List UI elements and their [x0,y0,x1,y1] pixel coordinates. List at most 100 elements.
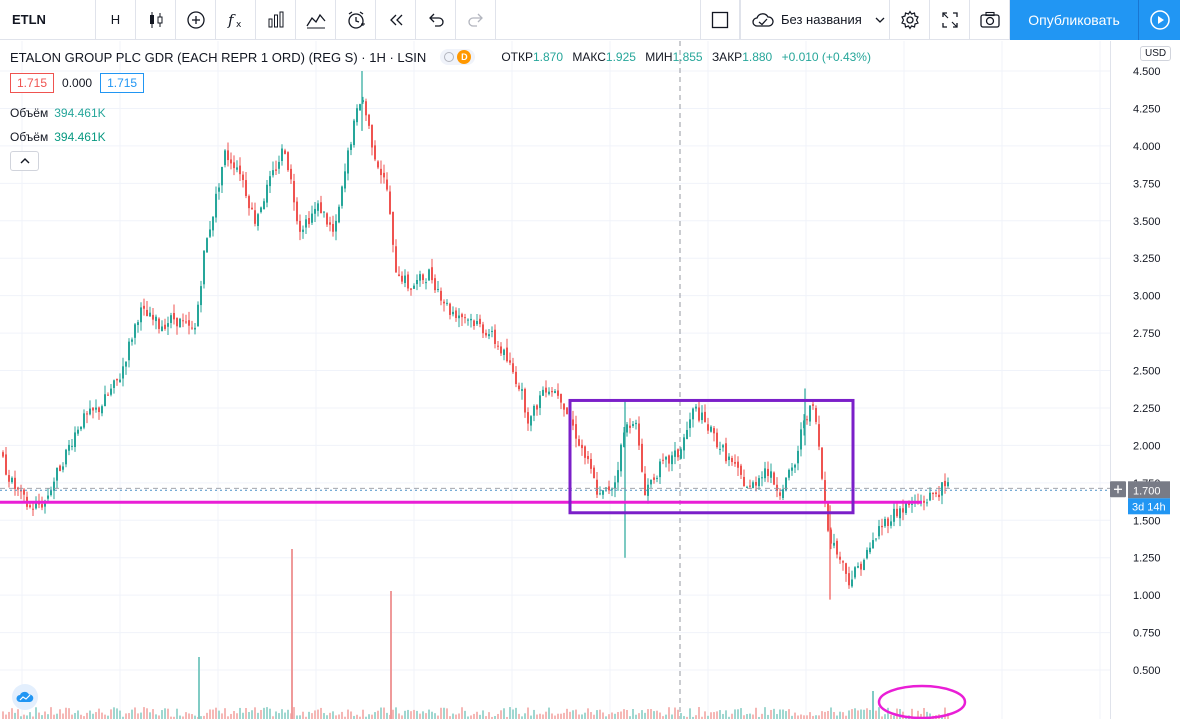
candle-body [404,275,406,284]
volume-bar [134,707,136,719]
drawings[interactable] [0,398,1110,719]
candle-body [731,457,733,463]
templates-button[interactable] [296,0,336,40]
volume-bar [563,712,565,719]
volume-bar [248,712,250,719]
candle-body [71,445,73,447]
alert-button[interactable] [336,0,376,40]
candle-body [623,432,625,447]
indicators-button[interactable]: f x [216,0,256,40]
volume-bar [572,710,574,719]
collapse-legend-button[interactable] [10,151,39,171]
publish-video-button[interactable] [1138,0,1180,40]
candle-body [503,349,505,356]
candle-body [608,486,610,491]
volume-bar [278,713,280,719]
candle-body [134,324,136,338]
camera-icon [979,11,1000,28]
snapshot-button[interactable] [970,0,1010,40]
candle-body [779,492,781,496]
bid-price-box[interactable]: 1.715 [10,73,55,93]
candle-body [815,408,817,422]
candle-body [887,518,889,526]
compare-button[interactable] [176,0,216,40]
volume-bar [614,713,616,719]
volume-bar [128,713,130,719]
candle-body [785,477,787,491]
volume-bar [737,709,739,719]
volume-bar [644,712,646,719]
volume-bar [722,713,724,719]
candle-body [182,320,184,322]
chart-pane[interactable]: 0.5000.7501.0001.2501.5001.7502.0002.250… [0,41,1180,719]
ask-price-box[interactable]: 1.715 [100,73,145,93]
fx-icon: f x [227,11,242,30]
candle-body [749,485,751,487]
fullscreen-button[interactable] [930,0,970,40]
volume-bar [119,710,121,719]
volume-bar [377,710,379,719]
candle-body [476,320,478,325]
candle-body [8,475,10,482]
volume-bar [296,715,298,719]
candle-body [14,477,16,489]
volume-bar [14,712,16,719]
interval-button[interactable]: H [96,0,136,40]
volume-bar [254,707,256,719]
settings-button[interactable] [890,0,930,40]
volume-bar [371,714,373,719]
volume-bar [503,708,505,719]
candle-body [578,439,580,446]
volume-bar [818,715,820,719]
volume-bar [740,708,742,719]
candle-body [557,390,559,396]
candle-body [320,202,322,214]
crosshair-plus-button[interactable] [1110,481,1126,498]
tradingview-logo[interactable] [12,684,38,710]
volume-bar [365,716,367,719]
candle-body [770,471,772,478]
candle-body [500,346,502,354]
replay-button[interactable] [376,0,416,40]
candle-body [416,280,418,285]
volume-bar [611,712,613,719]
candle-body [797,450,799,464]
volume-bar [782,709,784,719]
price-tick-label: 1.250 [1133,553,1161,565]
candle-body [788,469,790,478]
candle-body [878,526,880,537]
volume-bar [431,711,433,719]
candle-body [713,428,715,434]
volume-bar [515,707,517,719]
candle-body [398,274,400,277]
currency-badge[interactable]: USD [1140,46,1172,61]
financials-button[interactable] [256,0,296,40]
candle-body [563,403,565,410]
volume-bar [776,714,778,719]
candle-body [851,579,853,587]
top-toolbar: ETLN H f x [0,0,1180,40]
candle-body [674,450,676,457]
candle-body [521,389,523,391]
low-label: МИН [645,50,673,64]
volume-bar [356,714,358,719]
publish-button[interactable]: Опубликовать [1010,0,1138,40]
candle-body [323,211,325,213]
candle-body [356,108,358,123]
undo-button[interactable] [416,0,456,40]
symbol-search-button[interactable]: ETLN [0,0,96,40]
candle-body [227,150,229,161]
data-status-badge: D [440,49,476,65]
candle-body [152,314,154,320]
volume-bar [143,707,145,719]
chart-type-button[interactable] [136,0,176,40]
redo-button[interactable] [456,0,496,40]
layout-grid-button[interactable] [700,0,740,40]
candle-body [803,420,805,429]
candle-body [449,303,451,315]
volume-bar [68,708,70,719]
price-tick-label: 4.500 [1133,66,1161,78]
layout-name-button[interactable]: Без названия [740,0,890,40]
volume-bar [869,709,871,719]
price-chart[interactable]: 0.5000.7501.0001.2501.5001.7502.0002.250… [0,41,1180,719]
